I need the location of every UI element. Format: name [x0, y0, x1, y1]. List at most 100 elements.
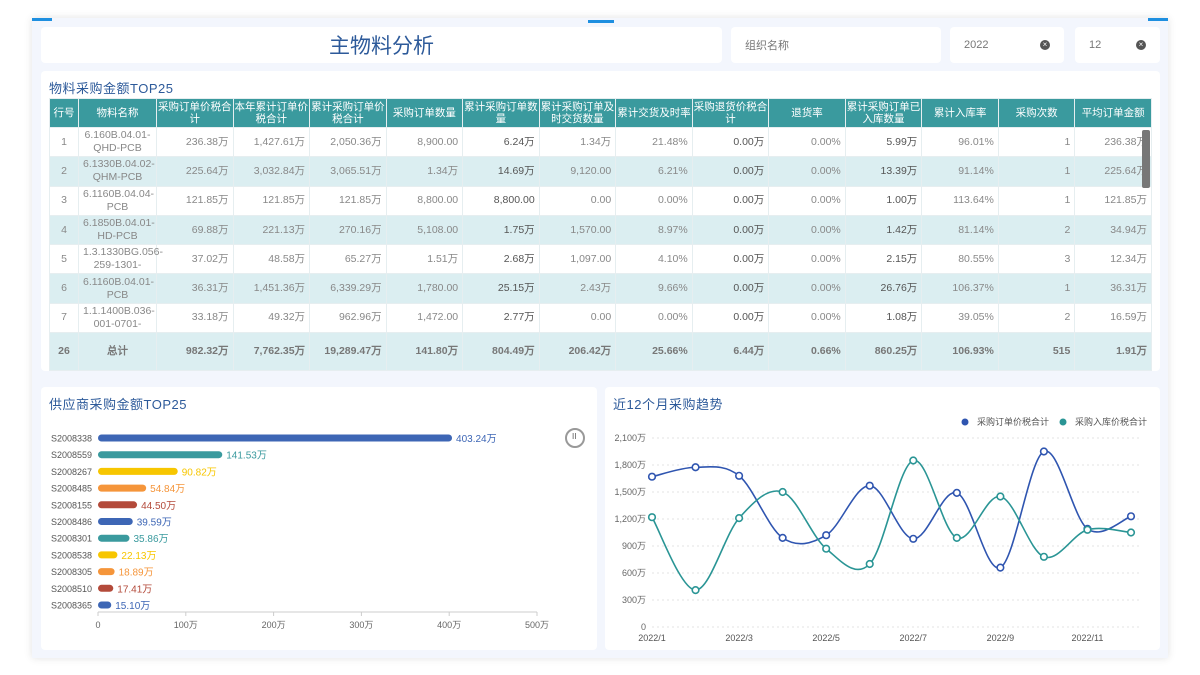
data-point: [1039, 447, 1049, 456]
bar-value-label: 44.50万: [141, 501, 176, 512]
category-label: S2008305: [51, 567, 92, 577]
table-cell: 26.76万: [844, 273, 923, 304]
table-cell: 5: [49, 244, 79, 275]
bar-value-label: 141.53万: [226, 451, 267, 462]
total-row: 26 总计 982.32万 7,762.35万 19,289.47万 141.80万 804…: [49, 332, 1152, 372]
trend-chart-title: 近12个月采购趋势: [613, 397, 723, 412]
column-header[interactable]: 采购订单价税合计: [156, 98, 234, 128]
table-cell: 5.99万: [844, 126, 923, 158]
table-cell: 270.16万: [309, 214, 387, 246]
category-label: S2008486: [51, 517, 92, 527]
x-tick-label: 2022/11: [1072, 633, 1104, 643]
table-scrollbar[interactable]: [1142, 130, 1150, 188]
category-label: S2008301: [51, 534, 92, 544]
table-cell: 36.31万: [156, 273, 234, 304]
column-header[interactable]: 退货率: [768, 98, 846, 128]
table-cell: 1,780.00: [385, 273, 464, 304]
table-cell: 1: [997, 156, 1076, 187]
column-header[interactable]: 采购订单数量: [385, 98, 464, 128]
y-tick-label: 900万: [622, 541, 646, 551]
table-cell: 0.00万: [691, 244, 770, 275]
category-label: S2008365: [51, 601, 92, 611]
table-cell: 1.51万: [385, 244, 464, 275]
table-cell: 6: [49, 273, 79, 304]
category-label: S2008510: [51, 584, 92, 594]
clear-icon[interactable]: ×: [1136, 40, 1146, 50]
data-point: [778, 533, 787, 542]
org-name-placeholder: 组织名称: [745, 40, 789, 52]
table-row[interactable]: 7 1.1.1400B.036-001-0701- 33.18万 49.32万 962.…: [49, 302, 1152, 334]
table-cell: 1,451.36万: [232, 273, 311, 304]
table-cell: 4: [49, 214, 79, 246]
table-row[interactable]: 5 1.3.1330BG.056-259-1301- 37.02万 48.58万 65.…: [49, 244, 1152, 275]
column-header[interactable]: 采购次数: [997, 98, 1076, 128]
x-tick-label: 2022/1: [638, 633, 666, 643]
pause-icon[interactable]: II: [565, 428, 585, 448]
y-tick-label: 1,200万: [614, 514, 646, 524]
clear-icon[interactable]: ×: [1040, 40, 1050, 50]
total-cell: 0.66%: [768, 332, 846, 372]
table-cell: 3: [49, 185, 79, 216]
table-cell: 121.85万: [232, 185, 311, 216]
bar-value-label: 39.59万: [137, 518, 172, 529]
total-cell: 515: [997, 332, 1076, 372]
y-tick-label: 0: [641, 622, 646, 632]
bar-value-label: 90.82万: [182, 467, 217, 478]
org-name-select[interactable]: 组织名称: [731, 27, 941, 63]
table-cell: 3: [997, 244, 1076, 275]
data-point: [734, 514, 744, 523]
table-row[interactable]: 2 6.1330B.04.02-QHM-PCB 225.64万 3,032.84万 3,…: [49, 156, 1152, 187]
series-line: [651, 459, 1132, 591]
column-header[interactable]: 累计采购订单价税合计: [309, 98, 387, 128]
year-value: 2022: [964, 39, 989, 51]
bar-value-label: 15.10万: [115, 601, 150, 612]
table-cell: 106.37%: [921, 273, 999, 304]
table-cell: 1: [997, 126, 1076, 158]
year-select[interactable]: 2022 ×: [950, 27, 1064, 63]
category-label: S2008485: [51, 484, 92, 494]
table-cell: 1: [997, 185, 1076, 216]
table-cell: 0.00%: [768, 302, 846, 334]
table-row[interactable]: 4 6.1850B.04.01-HD-PCB 69.88万 221.13万 270.16…: [49, 214, 1152, 246]
column-header[interactable]: 累计入库率: [921, 98, 999, 128]
table-cell: 1: [997, 273, 1076, 304]
total-cell: 6.44万: [691, 332, 770, 372]
table-cell: 39.05%: [921, 302, 999, 334]
corner-marker: [32, 18, 52, 21]
table-cell: 962.96万: [309, 302, 387, 334]
month-select[interactable]: 12 ×: [1075, 27, 1160, 63]
table-cell: 3,065.51万: [309, 156, 387, 187]
table-cell: 2.15万: [844, 244, 923, 275]
table-row[interactable]: 6 6.1160B.04.01-PCB 36.31万 1,451.36万 6,339.2…: [49, 273, 1152, 304]
table-cell: 1.00万: [844, 185, 923, 216]
table-cell: 12.34万: [1074, 244, 1152, 275]
column-header[interactable]: 累计采购订单及时交货数量: [538, 98, 617, 128]
table-row[interactable]: 3 6.1160B.04.04-PCB 121.85万 121.85万 121.85万 8…: [49, 185, 1152, 216]
column-header[interactable]: 物料名称: [78, 98, 157, 128]
legend-marker: [961, 418, 969, 426]
table-cell: 113.64%: [921, 185, 999, 216]
column-header[interactable]: 行号: [49, 98, 79, 128]
y-tick-label: 600万: [622, 568, 646, 578]
material-table-panel: 物料采购金额TOP25 行号 物料名称 采购订单价税合计 本年累计订单价税合计 累计采购…: [41, 71, 1160, 372]
x-tick-label: 100万: [174, 620, 198, 630]
column-header[interactable]: 采购退货价税合计: [691, 98, 770, 128]
table-row[interactable]: 1 6.160B.04.01-QHD-PCB 236.38万 1,427.61万 2,0…: [49, 126, 1152, 158]
total-cell: 860.25万: [844, 332, 923, 372]
table-cell: 48.58万: [232, 244, 311, 275]
column-header[interactable]: 平均订单金额: [1074, 98, 1152, 128]
data-point: [865, 559, 874, 569]
column-header[interactable]: 累计采购订单已入库数量: [844, 98, 923, 128]
table-cell: 0.00%: [768, 244, 846, 275]
table-cell: 1,427.61万: [232, 126, 311, 158]
column-header[interactable]: 累计交货及时率: [615, 98, 693, 128]
data-point: [952, 533, 961, 542]
column-header[interactable]: 本年累计订单价税合计: [232, 98, 311, 128]
total-cell: 106.93%: [921, 332, 999, 372]
supplier-chart-panel: 供应商采购金额TOP25 0 100万 200万 300万 400万 500万 S20083…: [41, 387, 597, 650]
table-cell: 1.42万: [844, 214, 923, 246]
table-cell: 1.34万: [385, 156, 464, 187]
data-point: [822, 544, 831, 553]
table-cell: 2: [997, 214, 1076, 246]
column-header[interactable]: 累计采购订单数量: [462, 98, 540, 128]
